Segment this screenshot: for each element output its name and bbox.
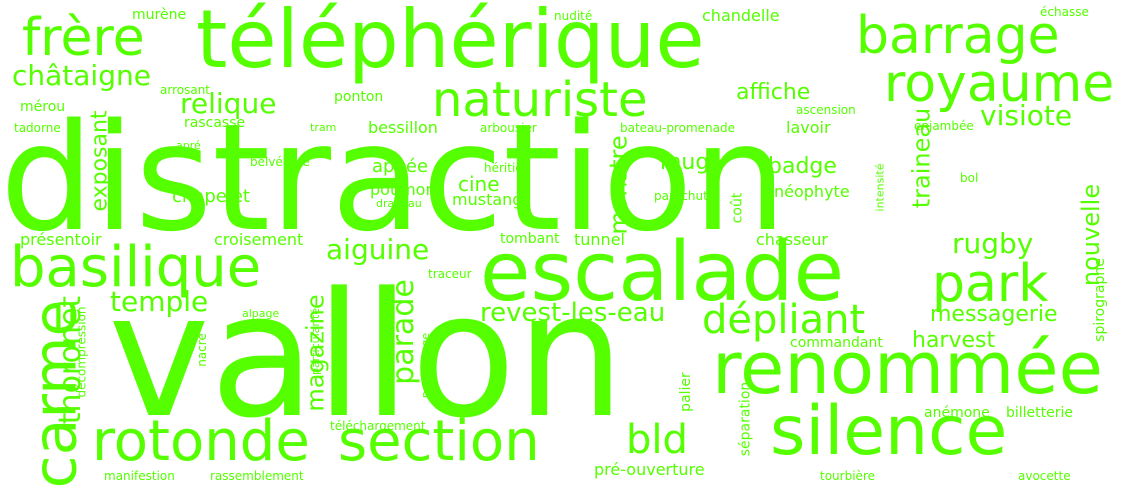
- word-croisement: croisement: [214, 232, 303, 248]
- word-alpage: alpage: [242, 308, 279, 319]
- word-barrage: barrage: [856, 10, 1060, 62]
- word-revest-les-eau: revest-les-eau: [480, 300, 665, 326]
- word-depliant: dépliant: [702, 300, 865, 340]
- word-poumon: poumon: [370, 182, 436, 198]
- word-bld: bld: [626, 420, 688, 460]
- word-palier: palier: [679, 372, 693, 412]
- word-chapelet: chapelet: [172, 188, 250, 206]
- word-naturiste: naturiste: [432, 76, 648, 124]
- word-tram: tram: [310, 122, 336, 133]
- word-chandelle: chandelle: [702, 8, 780, 24]
- word-billetterie: billetterie: [1006, 406, 1073, 420]
- word-affiche: affiche: [736, 82, 810, 104]
- word-aiguine: aiguine: [326, 236, 429, 264]
- word-nacre: nacre: [196, 333, 208, 367]
- word-bateau-promenade: bateau-promenade: [620, 122, 735, 134]
- word-bessillon: bessillon: [368, 120, 438, 136]
- word-chasseur: chasseur: [756, 232, 828, 248]
- word-echasse: échasse: [1040, 6, 1089, 18]
- word-telechargement: téléchargement: [330, 420, 425, 432]
- word-pre-ouverture: pré-ouverture: [594, 462, 705, 478]
- word-chataigne: châtaigne: [12, 62, 151, 90]
- word-rotonde: rotonde: [92, 414, 310, 470]
- word-tombant: tombant: [500, 232, 560, 246]
- word-apnee: apnée: [372, 158, 428, 176]
- word-lavoir: lavoir: [786, 120, 831, 136]
- word-heritier: héritier: [484, 162, 528, 174]
- word-nudite: nudité: [554, 10, 592, 22]
- word-rassemblement: rassemblement: [210, 470, 304, 482]
- word-drapeau: drapeau: [376, 198, 422, 209]
- word-decompression: décompression: [76, 306, 88, 397]
- word-separation: séparation: [738, 382, 752, 457]
- word-neophyte: néophyte: [774, 184, 850, 200]
- word-tunnel: tunnel: [574, 232, 625, 248]
- word-monstre: monstre: [607, 135, 631, 234]
- word-frere: frère: [22, 12, 145, 64]
- word-arrosant: arrosant: [160, 84, 210, 96]
- word-arbousier: arbousier: [480, 122, 537, 134]
- word-manifestion: manifestion: [104, 470, 175, 482]
- word-commandant: commandant: [790, 336, 883, 350]
- word-enjambee: enjambée: [914, 120, 974, 132]
- word-rascasse: rascasse: [184, 116, 245, 130]
- word-tadorne: tadorne: [14, 122, 61, 134]
- word-spirographe: spirographe: [1093, 258, 1107, 342]
- word-belvedere: belvédère: [250, 156, 310, 168]
- word-ponton: ponton: [334, 90, 383, 104]
- word-murene: murène: [132, 8, 186, 22]
- word-harvest: harvest: [912, 330, 995, 352]
- word-exposant: exposant: [90, 110, 112, 211]
- word-parade: parade: [389, 279, 419, 385]
- word-cout: coût: [730, 193, 744, 224]
- word-personnage: personnage: [420, 333, 431, 398]
- word-ascension: ascension: [796, 104, 856, 116]
- word-apre: apré: [176, 140, 201, 151]
- word-parachute: parachute: [654, 190, 715, 202]
- word-merou: mérou: [20, 100, 65, 114]
- word-mug: mug: [660, 152, 709, 174]
- word-rugby: rugby: [952, 230, 1033, 258]
- word-messagerie: messagerie: [930, 304, 1058, 326]
- word-avocette: avocette: [1018, 470, 1071, 482]
- word-particularite: particularité: [310, 308, 321, 375]
- word-mustang: mustang: [452, 192, 522, 208]
- word-bol: bol: [960, 172, 978, 184]
- word-telepherique: téléphérique: [196, 0, 705, 80]
- word-anemone: anémone: [924, 406, 990, 420]
- word-visiote: visiote: [980, 102, 1072, 130]
- word-intensite: intensité: [874, 164, 885, 212]
- word-traceur: traceur: [428, 268, 472, 280]
- word-tourbiere: tourbière: [820, 470, 875, 482]
- word-badge: badge: [768, 156, 837, 178]
- word-temple: temple: [110, 288, 208, 316]
- word-presentoir: présentoir: [20, 232, 102, 248]
